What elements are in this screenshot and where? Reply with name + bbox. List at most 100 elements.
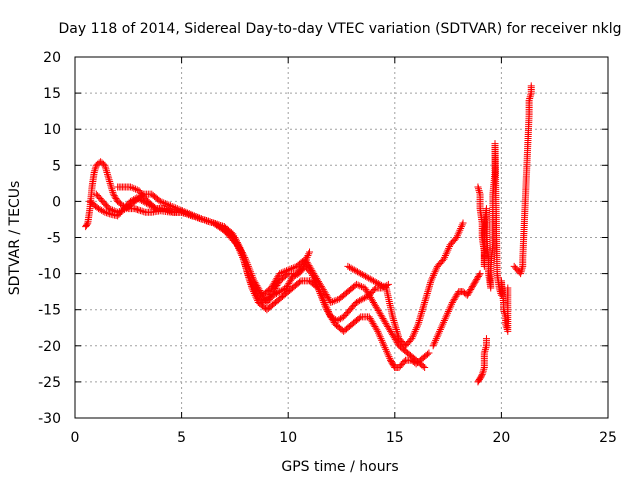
data-point bbox=[422, 295, 430, 303]
data-point bbox=[359, 295, 367, 303]
series-trace-f bbox=[387, 349, 433, 371]
data-point bbox=[237, 245, 245, 253]
data-point bbox=[130, 184, 138, 192]
data-point bbox=[352, 298, 360, 306]
data-point bbox=[419, 306, 427, 314]
data-point bbox=[387, 358, 395, 366]
data-point bbox=[117, 207, 125, 215]
data-point bbox=[360, 294, 368, 302]
data-point bbox=[109, 188, 117, 196]
plot-frame bbox=[74, 56, 609, 419]
data-point bbox=[327, 313, 335, 321]
data-point bbox=[415, 318, 423, 326]
data-point bbox=[427, 277, 435, 285]
y-tick-label: -25 bbox=[38, 375, 61, 391]
data-point bbox=[444, 246, 452, 254]
data-point bbox=[103, 169, 111, 177]
data-point bbox=[108, 187, 116, 195]
x-tick-label: 10 bbox=[279, 430, 297, 446]
data-point bbox=[470, 280, 478, 288]
data-point bbox=[445, 306, 453, 314]
data-point bbox=[416, 315, 424, 323]
data-point bbox=[480, 349, 488, 357]
data-point bbox=[179, 209, 187, 217]
data-point bbox=[296, 278, 304, 286]
data-point bbox=[181, 209, 189, 217]
data-point bbox=[304, 252, 312, 260]
data-point bbox=[324, 306, 332, 314]
data-point bbox=[381, 344, 389, 352]
data-point bbox=[126, 183, 134, 191]
x-tick-label: 0 bbox=[71, 430, 80, 446]
data-point bbox=[440, 317, 448, 325]
y-tick-label: -20 bbox=[38, 339, 61, 355]
data-point bbox=[324, 308, 332, 316]
y-tick-label: -5 bbox=[47, 231, 61, 247]
data-point bbox=[413, 322, 421, 330]
data-point bbox=[436, 326, 444, 334]
data-point bbox=[102, 165, 110, 173]
data-point bbox=[194, 214, 202, 222]
x-tick-label: 5 bbox=[177, 430, 186, 446]
data-point bbox=[249, 275, 257, 283]
y-tick-label: 10 bbox=[43, 122, 61, 138]
data-point bbox=[240, 252, 248, 260]
data-point bbox=[242, 257, 250, 265]
data-point bbox=[422, 293, 430, 301]
data-point bbox=[135, 206, 143, 214]
data-point bbox=[465, 288, 473, 296]
data-point bbox=[283, 282, 291, 290]
data-point bbox=[420, 300, 428, 308]
data-point bbox=[453, 234, 461, 241]
data-point bbox=[288, 273, 296, 281]
data-point bbox=[450, 295, 458, 303]
data-point bbox=[457, 223, 465, 231]
data-point bbox=[448, 298, 456, 306]
data-point bbox=[325, 309, 333, 317]
data-point bbox=[206, 218, 214, 226]
data-point bbox=[132, 185, 140, 193]
data-point bbox=[183, 210, 191, 218]
data-point bbox=[373, 326, 381, 334]
data-point bbox=[452, 292, 460, 300]
data-point bbox=[202, 217, 210, 225]
data-point bbox=[328, 314, 336, 322]
data-point bbox=[424, 286, 432, 294]
data-point bbox=[392, 326, 400, 334]
data-point bbox=[456, 226, 464, 234]
data-point bbox=[368, 276, 376, 284]
data-point bbox=[374, 280, 382, 288]
data-point bbox=[481, 347, 489, 355]
data-point bbox=[242, 255, 250, 263]
data-point bbox=[361, 272, 369, 280]
data-point bbox=[355, 269, 363, 277]
data-point bbox=[165, 201, 173, 209]
data-point bbox=[389, 315, 397, 323]
data-point bbox=[276, 270, 284, 278]
data-point bbox=[383, 347, 391, 355]
data-point bbox=[336, 315, 344, 323]
data-point bbox=[421, 298, 429, 306]
data-point bbox=[408, 335, 416, 343]
data-point bbox=[425, 284, 433, 292]
data-point bbox=[360, 271, 368, 279]
x-tick-label: 25 bbox=[599, 430, 617, 446]
data-point bbox=[106, 179, 114, 187]
data-point bbox=[517, 270, 525, 278]
data-point bbox=[471, 278, 479, 286]
data-point bbox=[365, 274, 373, 282]
data-point bbox=[356, 297, 364, 305]
y-tick-label: -30 bbox=[38, 411, 61, 427]
data-point bbox=[104, 172, 112, 180]
data-point bbox=[447, 302, 455, 310]
data-point bbox=[277, 287, 285, 295]
data-point bbox=[376, 280, 384, 288]
data-point bbox=[453, 232, 461, 240]
data-point bbox=[335, 316, 343, 324]
data-point bbox=[411, 327, 419, 335]
data-point bbox=[478, 372, 486, 380]
data-point bbox=[344, 262, 352, 270]
data-point bbox=[247, 270, 255, 278]
data-point bbox=[101, 163, 109, 171]
data-point bbox=[366, 275, 374, 283]
